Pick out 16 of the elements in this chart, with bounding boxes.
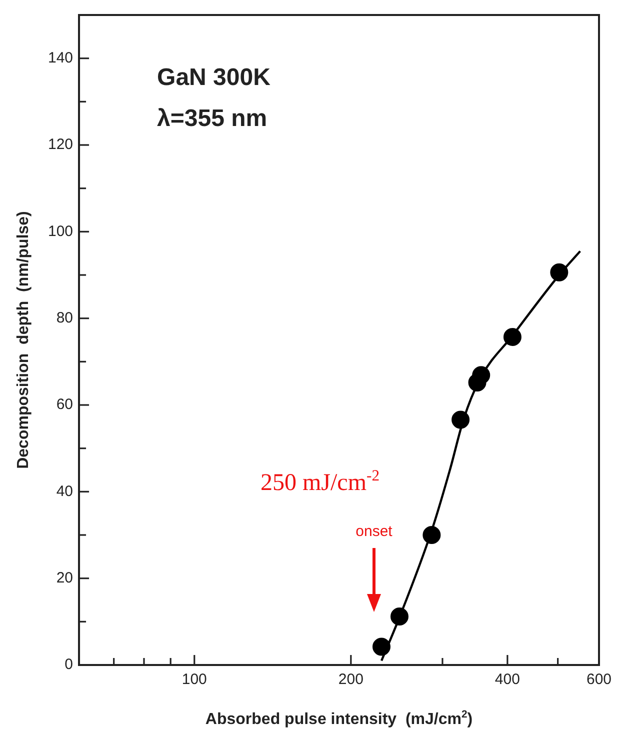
- y-tick-label: 20: [56, 569, 74, 586]
- x-tick-label: 600: [586, 671, 612, 688]
- x-tick-label: 100: [182, 671, 207, 688]
- annotation: onset: [356, 523, 394, 540]
- y-tick-label: 120: [48, 136, 74, 154]
- y-tick-label: 100: [48, 222, 74, 240]
- x-tick-label: 400: [494, 671, 520, 688]
- y-tick-label: 40: [56, 482, 74, 500]
- y-tick-label: 60: [56, 396, 74, 414]
- y-tick-label: 0: [64, 656, 74, 674]
- y-axis-title: Decomposition depth (nm/pulse): [15, 211, 32, 469]
- x-tick-label: 200: [338, 671, 364, 688]
- y-tick-label: 80: [56, 309, 74, 326]
- annotation: λ=355 nm: [157, 105, 268, 132]
- annotation: GaN 300K: [157, 64, 272, 91]
- y-tick-label: 140: [48, 49, 74, 66]
